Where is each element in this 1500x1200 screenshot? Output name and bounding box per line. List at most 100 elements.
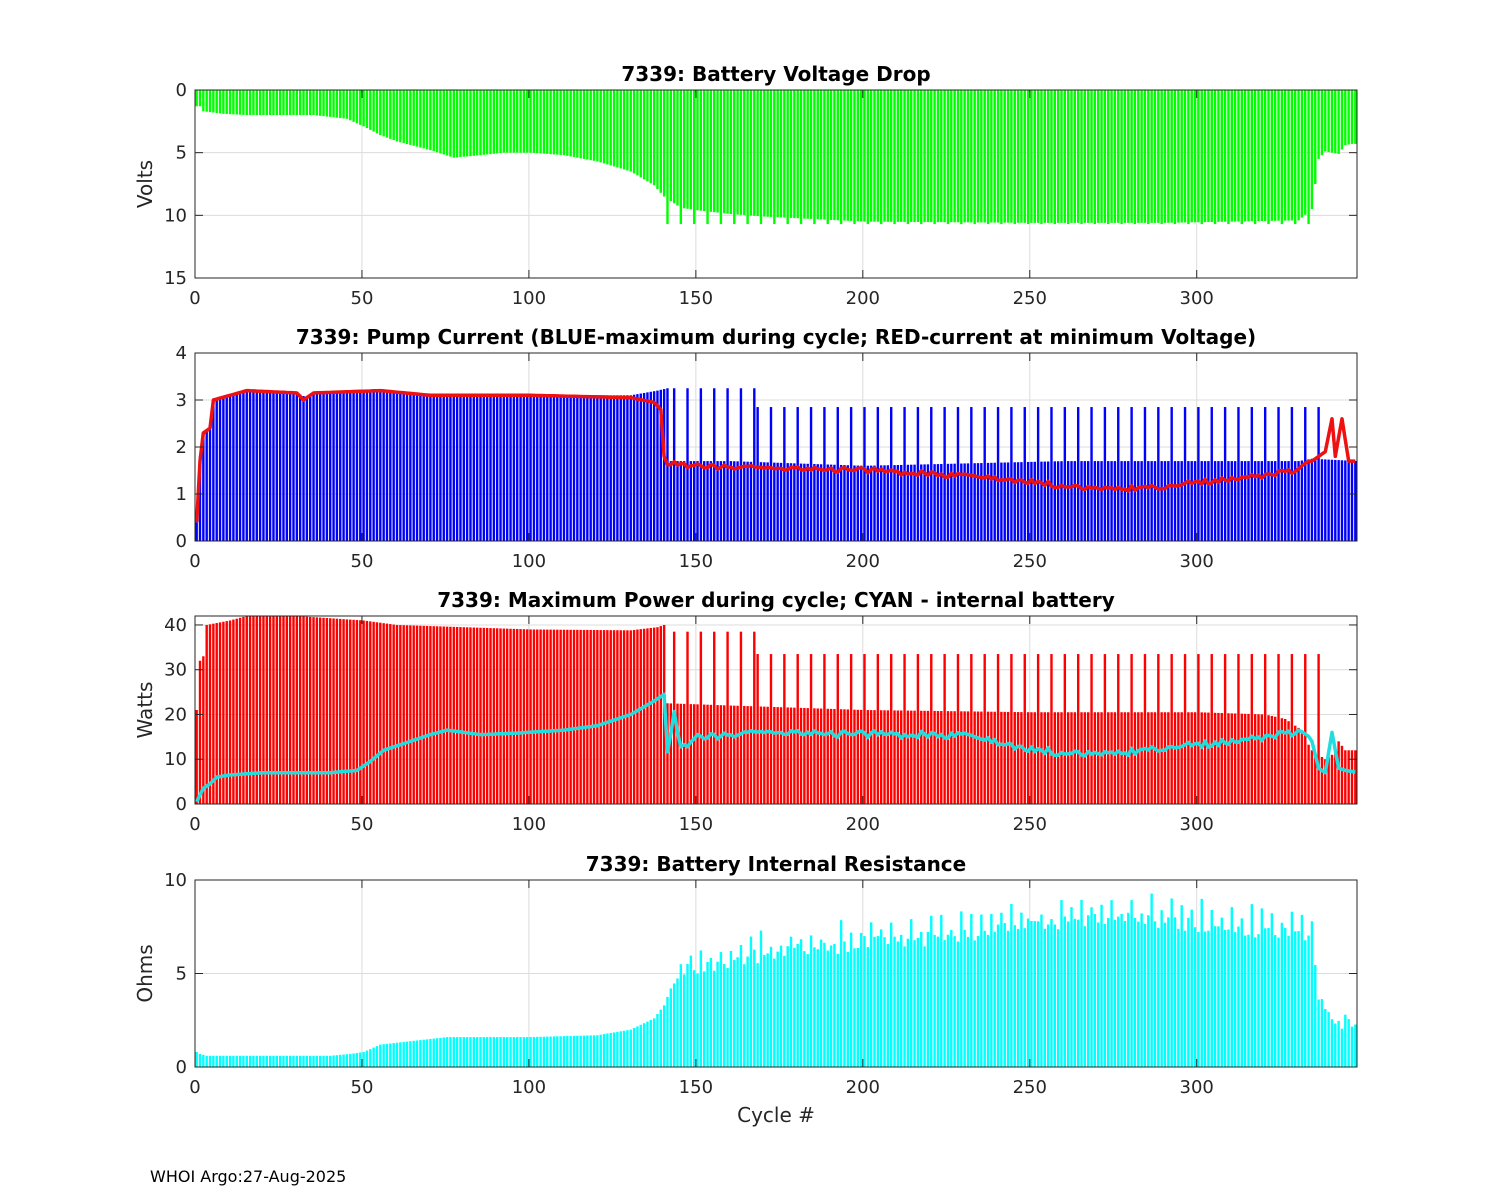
bar	[656, 627, 659, 804]
bar	[813, 708, 816, 804]
bar	[288, 1055, 292, 1067]
bar	[920, 90, 923, 225]
x-tick-label: 50	[351, 288, 374, 309]
bar	[592, 629, 596, 804]
bar	[1110, 461, 1113, 541]
bar	[479, 395, 482, 541]
bar	[1083, 90, 1087, 223]
bar	[966, 90, 970, 223]
bar	[402, 1041, 405, 1067]
bar	[492, 90, 496, 154]
bar	[976, 463, 980, 541]
bar	[960, 911, 963, 1067]
bar	[1277, 407, 1280, 541]
bar	[532, 629, 536, 804]
bar	[258, 90, 262, 116]
bar	[232, 90, 235, 115]
bar	[1290, 90, 1294, 221]
bar	[459, 90, 462, 158]
bar	[339, 90, 342, 119]
bar	[455, 626, 459, 804]
bar	[920, 710, 923, 804]
bar	[913, 940, 916, 1067]
bar	[873, 710, 876, 804]
bar	[235, 393, 238, 541]
bar	[389, 1043, 392, 1067]
y-tick-label: 2	[176, 437, 187, 458]
bar	[258, 1055, 262, 1067]
bar	[779, 945, 783, 1067]
bar	[1270, 90, 1274, 221]
bar	[232, 619, 235, 804]
bar	[966, 463, 970, 541]
bar	[1167, 461, 1170, 541]
bar	[572, 90, 576, 158]
bar	[215, 90, 218, 113]
bar	[1307, 744, 1310, 804]
bar	[686, 963, 689, 1067]
bar	[1200, 461, 1203, 541]
bar	[1050, 90, 1053, 223]
bar	[819, 939, 823, 1067]
bar	[485, 395, 489, 541]
bar	[829, 708, 833, 804]
bar	[526, 629, 529, 804]
bar	[232, 394, 235, 541]
x-tick-label: 200	[846, 814, 880, 835]
bar	[392, 1043, 395, 1067]
bar	[369, 90, 372, 130]
bar	[248, 1055, 252, 1067]
bar	[315, 1055, 319, 1067]
bar	[1344, 90, 1347, 146]
bar	[869, 90, 873, 222]
bar	[746, 956, 749, 1067]
bar	[1294, 725, 1297, 804]
bar	[369, 390, 372, 541]
bar	[288, 90, 292, 116]
bar	[886, 710, 890, 804]
bar	[646, 628, 649, 804]
bar	[549, 629, 552, 804]
bar	[1344, 750, 1347, 804]
bar	[846, 709, 849, 804]
bar	[849, 932, 853, 1067]
bar	[940, 463, 943, 541]
bar	[1120, 913, 1123, 1067]
bar	[519, 629, 522, 804]
bar	[495, 1037, 499, 1067]
bar	[636, 90, 639, 176]
bar	[639, 629, 642, 804]
bar	[986, 90, 990, 225]
bar	[1100, 90, 1103, 223]
bar	[586, 1035, 589, 1067]
bar	[529, 395, 532, 541]
bar	[305, 616, 309, 804]
bar	[1284, 90, 1287, 221]
bar	[485, 90, 489, 155]
bar	[759, 930, 763, 1067]
bar	[1030, 920, 1033, 1067]
bar	[449, 1037, 452, 1067]
bar	[1137, 90, 1140, 223]
bar	[379, 622, 382, 804]
bar	[1327, 757, 1330, 804]
bar	[1217, 90, 1220, 222]
bar	[920, 931, 923, 1067]
bar	[940, 711, 943, 804]
bar	[696, 973, 699, 1067]
bar	[295, 1055, 299, 1067]
bar	[232, 1055, 235, 1067]
bar	[516, 90, 519, 153]
bar	[405, 393, 409, 541]
bar	[806, 954, 809, 1067]
bar	[502, 1037, 506, 1067]
bar	[1053, 712, 1057, 804]
bar	[1140, 913, 1143, 1067]
bar	[1120, 712, 1123, 804]
bar	[689, 461, 693, 541]
bar	[766, 953, 769, 1067]
bar	[1083, 461, 1087, 541]
bar	[579, 1035, 582, 1067]
bar	[1324, 759, 1327, 804]
bar	[1147, 712, 1150, 804]
